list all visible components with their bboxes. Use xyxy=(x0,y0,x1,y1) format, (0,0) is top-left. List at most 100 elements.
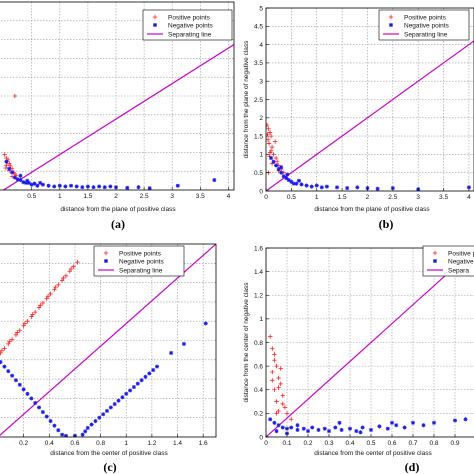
negative-point xyxy=(83,429,88,434)
panel-4: 0 0.1 0.2 0.3 0.4 0.5 0.6 0.7 0.8 0.9 1 0 0.2 0.4 0.6 0… xyxy=(243,245,474,474)
positive-point xyxy=(276,408,281,414)
positive-point xyxy=(67,269,73,274)
negative-point xyxy=(169,350,174,355)
y-tick-label: 4 xyxy=(259,42,263,49)
negative-point xyxy=(13,378,18,383)
panel-label: (a) xyxy=(111,217,125,231)
negative-point xyxy=(44,414,49,419)
y-tick-label: 5 xyxy=(259,5,263,12)
positive-point xyxy=(274,411,279,416)
negative-point xyxy=(97,184,102,189)
negative-point xyxy=(289,425,294,430)
negative-point xyxy=(269,156,274,161)
negative-point xyxy=(108,184,113,189)
negative-point xyxy=(24,180,29,185)
negative-point xyxy=(46,183,51,188)
x-tick-label: 0.9 xyxy=(450,440,459,447)
y-tick-label: 0.4 xyxy=(254,387,263,394)
positive-point xyxy=(3,165,9,171)
positive-point xyxy=(38,303,43,308)
legend-box xyxy=(93,245,185,277)
negative-point xyxy=(309,184,314,189)
x-tick-label: 0.6 xyxy=(387,440,396,447)
positive-point xyxy=(45,294,51,299)
positive-point xyxy=(12,93,18,99)
positive-point xyxy=(2,346,7,351)
positive-point xyxy=(289,417,294,422)
negative-point xyxy=(7,166,12,171)
negative-point xyxy=(35,183,40,188)
negative-point xyxy=(85,425,90,430)
x-tick-label: 2 xyxy=(366,194,370,201)
positive-point xyxy=(32,309,38,315)
negative-point xyxy=(272,420,277,425)
x-tick-label: 3 xyxy=(170,193,174,200)
positive-point xyxy=(266,126,271,131)
positive-point xyxy=(61,275,66,281)
positive-point xyxy=(274,399,279,404)
legend-positive-marker xyxy=(432,250,438,256)
negative-point xyxy=(358,430,363,435)
y-tick-label: 3 xyxy=(259,79,263,86)
negative-point xyxy=(306,429,310,434)
negative-point xyxy=(60,432,65,437)
positive-point xyxy=(276,375,281,381)
negative-point xyxy=(301,426,306,431)
negative-point xyxy=(324,184,329,189)
negative-point xyxy=(33,400,38,405)
y-tick-label: 1.2 xyxy=(254,293,263,300)
negative-point xyxy=(21,180,26,185)
negative-point xyxy=(40,410,45,415)
negative-point xyxy=(52,423,57,428)
negative-point xyxy=(274,429,279,434)
positive-point xyxy=(36,305,42,310)
legend-positive-label: Positive points xyxy=(168,14,211,21)
negative-point xyxy=(289,179,294,184)
positive-point xyxy=(268,133,274,139)
x-tick-label: 4 xyxy=(467,194,471,201)
positive-point xyxy=(6,341,11,347)
legend-negative-label: Negative points xyxy=(119,258,165,265)
y-tick-label: 1.6 xyxy=(254,245,263,252)
x-tick-label: 1 xyxy=(124,440,128,447)
negative-point xyxy=(97,415,102,420)
positive-point xyxy=(71,264,76,269)
y-axis-label: distance from the center of negative cla… xyxy=(243,282,250,403)
negative-point xyxy=(10,170,15,175)
positive-point xyxy=(271,152,276,157)
legend-separating-label: Separating line xyxy=(168,31,212,38)
negative-point xyxy=(327,429,331,434)
x-axis-label: distance from the plane of positive clas… xyxy=(60,206,176,213)
x-tick-label: 0.6 xyxy=(70,440,79,447)
legend-box xyxy=(142,9,233,41)
y-tick-label: 0 xyxy=(259,434,263,441)
negative-point xyxy=(337,420,342,425)
x-tick-label: 0.5 xyxy=(27,193,36,200)
legend-positive-marker xyxy=(152,14,158,20)
negative-point xyxy=(310,425,315,430)
positive-point xyxy=(278,366,283,371)
y-tick-label: 1.4 xyxy=(254,269,263,276)
separating-line xyxy=(266,248,474,437)
negative-point xyxy=(101,412,106,417)
negative-point xyxy=(131,385,136,390)
legend-separating-label: Separa xyxy=(448,267,469,274)
negative-point xyxy=(345,186,350,191)
positive-point xyxy=(280,393,285,398)
panel-1: 0.5 1 1.5 2 2.5 3 3.5 4 distance from the plane … xyxy=(0,1,235,231)
x-tick-label: 2.5 xyxy=(140,193,149,200)
x-tick-label: 1 xyxy=(315,194,319,201)
positive-point xyxy=(273,155,279,161)
negative-point xyxy=(105,408,109,413)
negative-point xyxy=(15,177,20,182)
separating-line xyxy=(266,40,474,191)
negative-point xyxy=(212,178,217,183)
panel-label: (c) xyxy=(103,460,116,474)
negative-point xyxy=(48,419,53,424)
positive-point xyxy=(59,278,65,283)
legend-negative-label: Negative points xyxy=(448,258,474,265)
negative-point xyxy=(116,398,121,403)
positive-point xyxy=(266,137,271,142)
negative-point xyxy=(69,183,74,188)
negative-point xyxy=(285,431,289,436)
